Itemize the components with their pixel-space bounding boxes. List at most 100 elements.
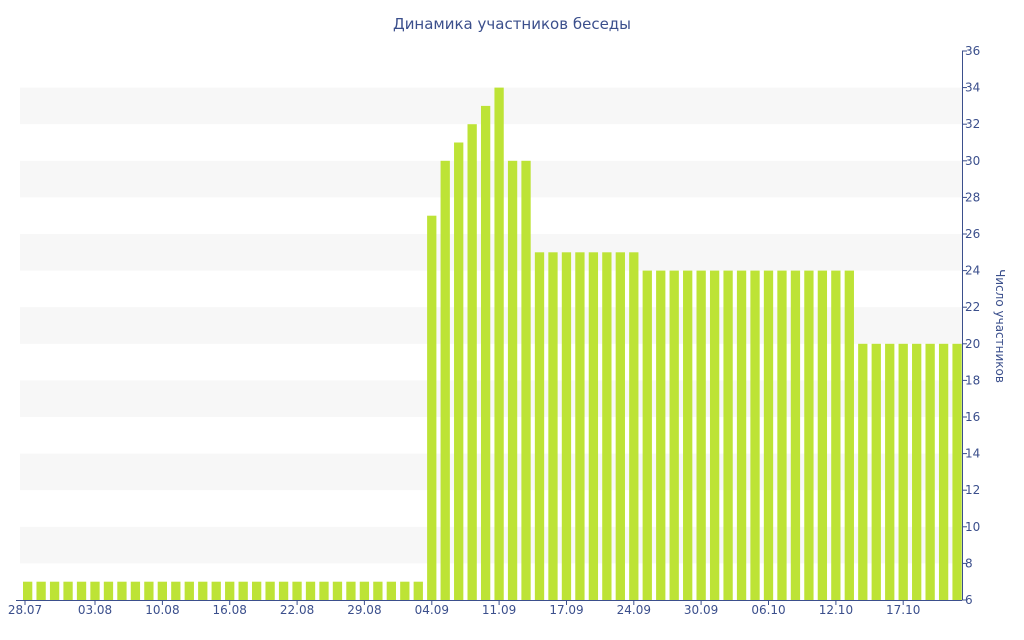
bar: [400, 581, 410, 600]
bar: [359, 581, 370, 600]
bar: [440, 160, 450, 601]
bar: [49, 581, 60, 600]
grid-band: [20, 160, 962, 198]
x-tick-label: 22.08: [280, 603, 314, 617]
bar: [346, 581, 356, 600]
x-tick-label: 29.08: [347, 603, 381, 617]
bar: [763, 270, 774, 600]
bar: [251, 581, 262, 600]
x-tick-label: 06.10: [751, 603, 785, 617]
bar: [534, 252, 545, 601]
y-tick-label: 36: [965, 44, 980, 58]
bar: [494, 87, 504, 601]
bar: [117, 581, 127, 600]
y-axis-ticks: 6 8 10 12 14 16 18 20 22 24 26 28 30 32 34 36: [962, 44, 980, 607]
bar: [130, 581, 141, 600]
bar: [265, 581, 275, 600]
bar: [858, 343, 868, 600]
bar: [305, 581, 316, 600]
bar: [912, 343, 922, 600]
bar: [629, 252, 639, 601]
bar: [656, 270, 666, 600]
bar: [615, 252, 625, 601]
grid-band: [20, 234, 962, 271]
bar: [319, 581, 329, 600]
y-tick-label: 18: [965, 373, 980, 387]
y-tick-label: 16: [965, 410, 980, 424]
y-tick-label: 30: [965, 154, 980, 168]
bar: [561, 252, 572, 601]
bar: [507, 160, 518, 601]
bar: [76, 581, 87, 600]
bar: [642, 270, 652, 600]
bar: [575, 252, 585, 601]
bar: [736, 270, 747, 600]
bar: [171, 581, 181, 600]
y-tick-label: 32: [965, 117, 980, 131]
bar: [238, 581, 248, 600]
bar: [844, 270, 854, 600]
bar: [454, 142, 464, 600]
y-tick-label: 22: [965, 300, 980, 314]
bar: [36, 581, 46, 600]
y-tick-label: 20: [965, 337, 980, 351]
bar: [198, 581, 208, 600]
bar: [885, 343, 895, 600]
y-tick-label: 34: [965, 81, 980, 95]
y-tick-label: 8: [965, 556, 973, 570]
bar: [386, 581, 396, 600]
x-tick-label: 30.09: [684, 603, 718, 617]
x-tick-label: 03.08: [78, 603, 112, 617]
bar: [427, 215, 437, 600]
bar: [521, 160, 531, 601]
bar: [373, 581, 383, 600]
grid-band: [20, 87, 962, 125]
x-tick-label: 11.09: [482, 603, 516, 617]
y-tick-label: 14: [965, 447, 980, 461]
bar: [723, 270, 733, 600]
bar: [831, 270, 841, 600]
bar: [548, 252, 558, 601]
bar: [103, 581, 114, 600]
bar: [683, 270, 693, 600]
bar: [952, 343, 962, 600]
x-tick-label: 12.10: [819, 603, 853, 617]
y-axis-label: Число участников: [993, 269, 1007, 383]
bar: [925, 343, 935, 600]
bar: [696, 270, 706, 600]
bar: [804, 270, 814, 600]
bar: [292, 581, 302, 600]
bar: [144, 581, 154, 600]
x-axis-ticks: 28.07 03.08 10.08 16.08 22.08 29.08 04.09 11.09…: [8, 600, 920, 617]
chart-title: Динамика участников беседы: [393, 15, 631, 33]
x-tick-label: 04.09: [415, 603, 449, 617]
x-tick-label: 17.09: [549, 603, 583, 617]
bar: [817, 270, 828, 600]
bar: [23, 581, 33, 600]
y-tick-label: 10: [965, 520, 980, 534]
y-tick-label: 24: [965, 264, 980, 278]
bar: [898, 343, 908, 600]
y-tick-label: 26: [965, 227, 980, 241]
x-tick-label: 24.09: [617, 603, 651, 617]
bar: [225, 581, 235, 600]
bar: [332, 581, 343, 600]
x-tick-label: 28.07: [8, 603, 42, 617]
bar: [467, 124, 477, 600]
y-tick-label: 28: [965, 190, 980, 204]
bar: [602, 252, 612, 601]
bar: [588, 252, 599, 601]
bar: [413, 581, 423, 600]
bar: [63, 581, 73, 600]
y-tick-label: 12: [965, 483, 980, 497]
bar-series: [23, 87, 962, 601]
x-tick-label: 16.08: [213, 603, 247, 617]
bar: [90, 581, 100, 600]
bar: [709, 270, 720, 600]
bar: [211, 581, 221, 600]
bar: [938, 343, 949, 600]
bar: [157, 581, 167, 600]
bar: [777, 270, 787, 600]
axes: [16, 51, 963, 601]
